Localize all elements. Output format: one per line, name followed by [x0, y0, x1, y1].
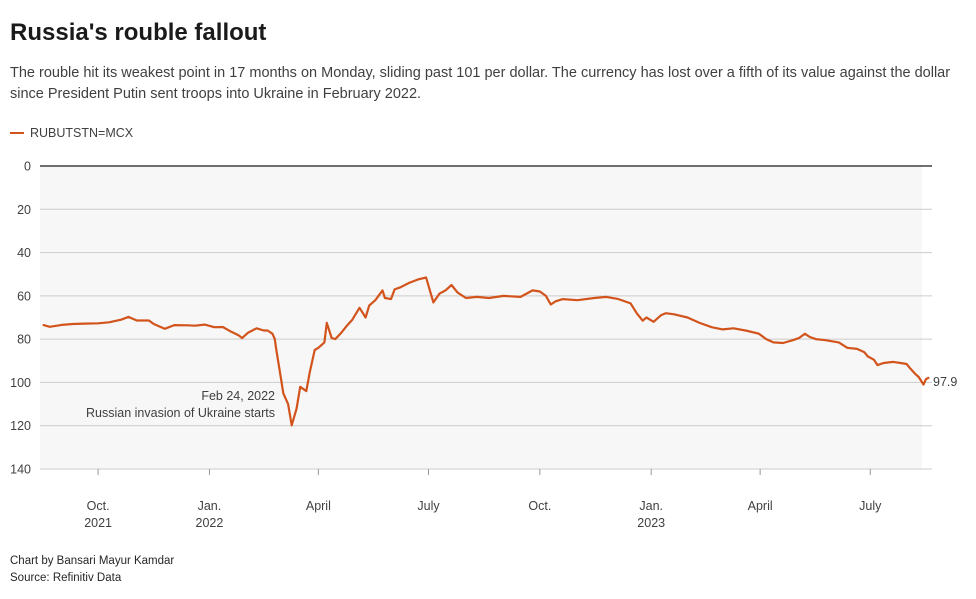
- legend-label: RUBUTSTN=MCX: [30, 126, 134, 140]
- y-tick-label: 40: [17, 246, 31, 260]
- chart-legend: RUBUTSTN=MCX: [10, 126, 133, 140]
- x-tick-label: Oct.: [87, 499, 110, 513]
- x-tick-label: Jan.: [639, 499, 663, 513]
- y-axis: 0 20 40 60 80 100 120 140: [10, 160, 31, 477]
- x-tick-label: July: [417, 499, 440, 513]
- x-tick-label: April: [306, 499, 331, 513]
- x-tick-label: April: [748, 499, 773, 513]
- annotation-text: Russian invasion of Ukraine starts: [86, 406, 275, 420]
- x-tick-label: Jan.: [198, 499, 222, 513]
- x-tick-label: Oct.: [528, 499, 551, 513]
- y-tick-label: 100: [10, 376, 31, 390]
- series-line: [42, 276, 930, 427]
- y-gridlines: [40, 165, 932, 470]
- legend-swatch: [10, 132, 24, 134]
- y-tick-label: 80: [17, 333, 31, 347]
- x-tick-year-label: 2022: [196, 516, 224, 530]
- chart-title: Russia's rouble fallout: [10, 19, 267, 46]
- x-tick-year-label: 2023: [637, 516, 665, 530]
- chart-subtitle: The rouble hit its weakest point in 17 m…: [10, 65, 951, 102]
- end-value-label: 97.9: [933, 375, 957, 389]
- y-tick-label: 140: [10, 463, 31, 477]
- x-tick-year-label: 2021: [84, 516, 112, 530]
- x-tick-label: July: [859, 499, 882, 513]
- annotation-date: Feb 24, 2022: [201, 389, 275, 403]
- y-tick-label: 120: [10, 419, 31, 433]
- chart-shaded-area: [40, 166, 922, 469]
- y-tick-label: 60: [17, 289, 31, 303]
- chart-source: Source: Refinitiv Data: [10, 572, 122, 584]
- y-tick-label: 20: [17, 203, 31, 217]
- y-tick-label: 0: [24, 160, 31, 174]
- x-axis: Oct. 2021 Jan. 2022 April July Oct. Jan. 2023 Apr…: [84, 469, 882, 530]
- chart-credit: Chart by Bansari Mayur Kamdar: [10, 555, 175, 567]
